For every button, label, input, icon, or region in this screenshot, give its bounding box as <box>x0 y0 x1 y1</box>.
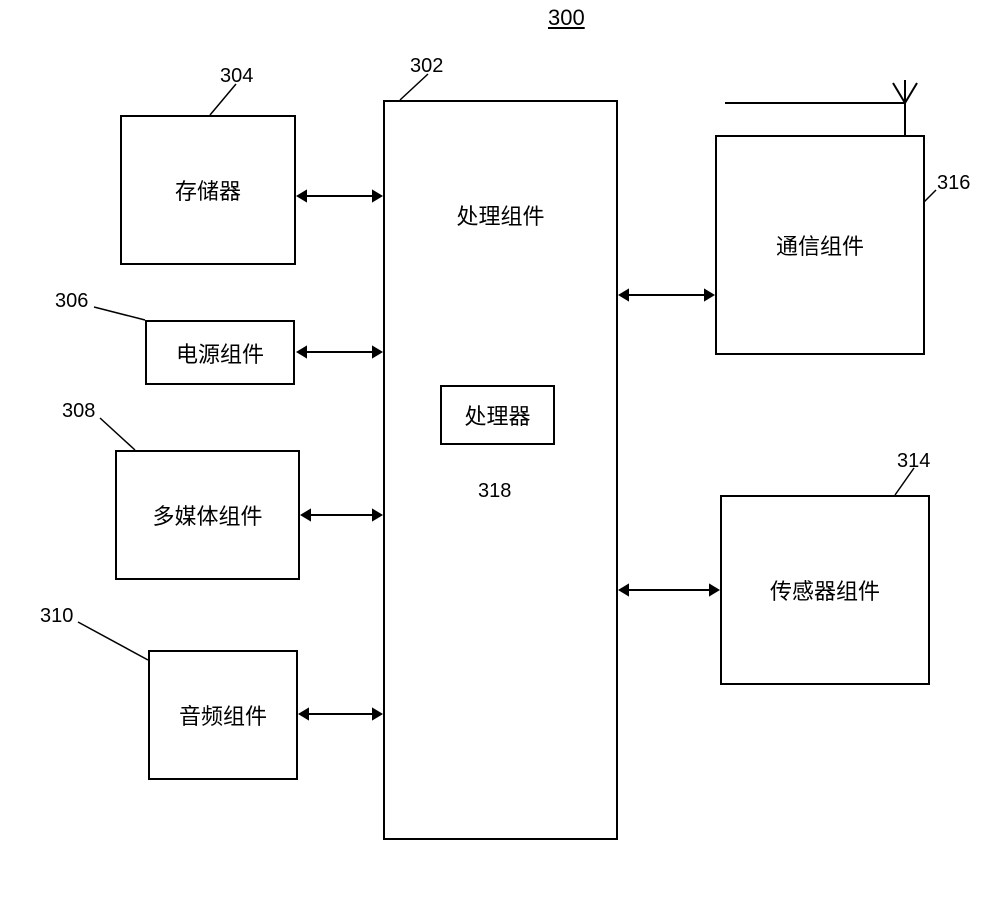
block-processing: 处理组件 <box>383 100 618 840</box>
block-multimedia: 多媒体组件 <box>115 450 300 580</box>
block-comm-label: 通信组件 <box>776 229 864 261</box>
ref-label-304: 304 <box>220 65 253 88</box>
leader-310 <box>78 622 148 660</box>
antenna-v-left <box>893 83 905 103</box>
ref-label-316: 316 <box>937 172 970 195</box>
figure-number: 300 <box>548 5 585 31</box>
ref-label-308: 308 <box>62 400 95 423</box>
block-power: 电源组件 <box>145 320 295 385</box>
diagram-canvas: 300 处理组件 存储器电源组件多媒体组件音频组件 处理器 通信组件传感器组件 302 30… <box>0 0 1000 901</box>
ref-label-314: 314 <box>897 450 930 473</box>
leader-304 <box>210 84 236 115</box>
leader-308 <box>100 418 135 450</box>
antenna-v-right <box>905 83 917 103</box>
block-sensor-label: 传感器组件 <box>770 574 880 606</box>
ref-label-302: 302 <box>410 55 443 78</box>
block-memory: 存储器 <box>120 115 296 265</box>
block-memory-label: 存储器 <box>175 174 241 206</box>
block-processing-label: 处理组件 <box>456 199 544 231</box>
block-audio: 音频组件 <box>148 650 298 780</box>
block-audio-label: 音频组件 <box>179 699 267 731</box>
block-multimedia-label: 多媒体组件 <box>152 499 262 531</box>
ref-label-310: 310 <box>40 605 73 628</box>
ref-label-306: 306 <box>55 290 88 313</box>
ref-label-318: 318 <box>478 480 511 503</box>
block-comm: 通信组件 <box>715 135 925 355</box>
block-sensor: 传感器组件 <box>720 495 930 685</box>
block-power-label: 电源组件 <box>176 337 264 369</box>
block-processor: 处理器 <box>440 385 555 445</box>
leader-306 <box>94 307 145 320</box>
block-processor-label: 处理器 <box>464 399 530 431</box>
